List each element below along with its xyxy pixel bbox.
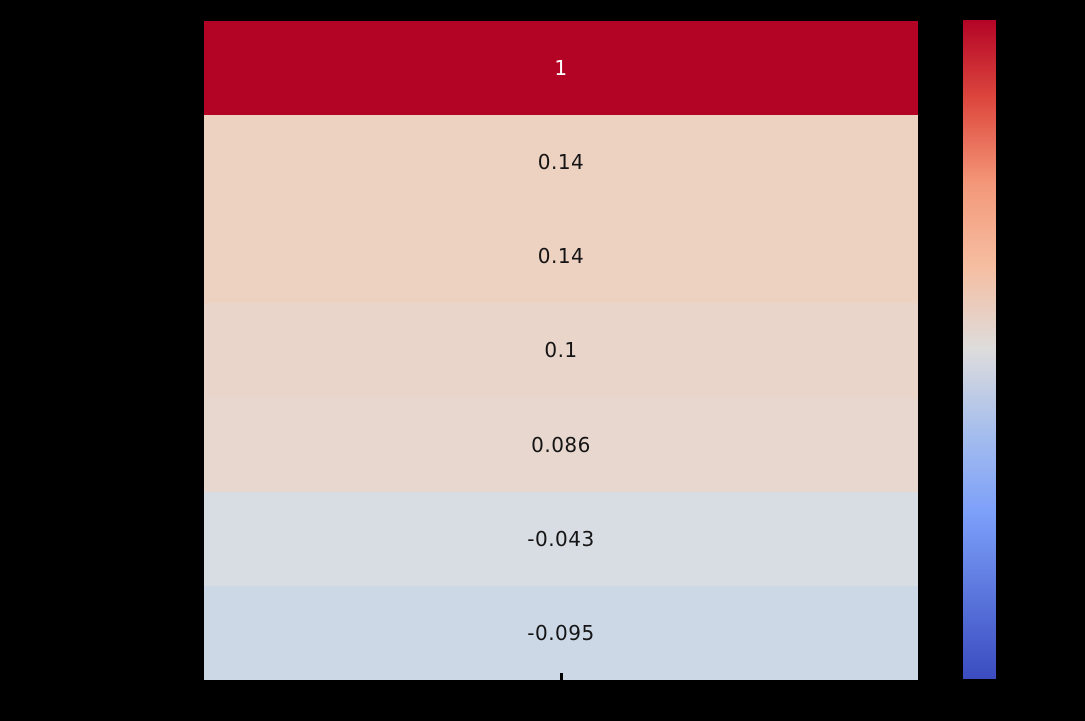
cell-annotation: 0.1 — [544, 338, 578, 363]
cell-annotation: 0.14 — [537, 244, 585, 269]
correlation-heatmap: 1 0.14 0.14 0.1 0.086 -0.043 -0.095 — [204, 21, 918, 680]
heatmap-cell: 0.14 — [204, 115, 918, 210]
x-axis-tick — [560, 673, 563, 680]
cell-annotation: 1 — [554, 56, 568, 81]
cell-annotation: -0.043 — [527, 526, 595, 551]
cell-annotation: 0.14 — [537, 150, 585, 175]
heatmap-cell: 0.14 — [204, 209, 918, 304]
heatmap-cell: 0.1 — [204, 303, 918, 398]
heatmap-cell: 1 — [204, 21, 918, 116]
colorbar — [963, 20, 996, 679]
heatmap-cell: -0.043 — [204, 491, 918, 586]
heatmap-cell: -0.095 — [204, 585, 918, 680]
heatmap-cell: 0.086 — [204, 397, 918, 492]
cell-annotation: -0.095 — [527, 620, 595, 645]
cell-annotation: 0.086 — [531, 432, 591, 457]
